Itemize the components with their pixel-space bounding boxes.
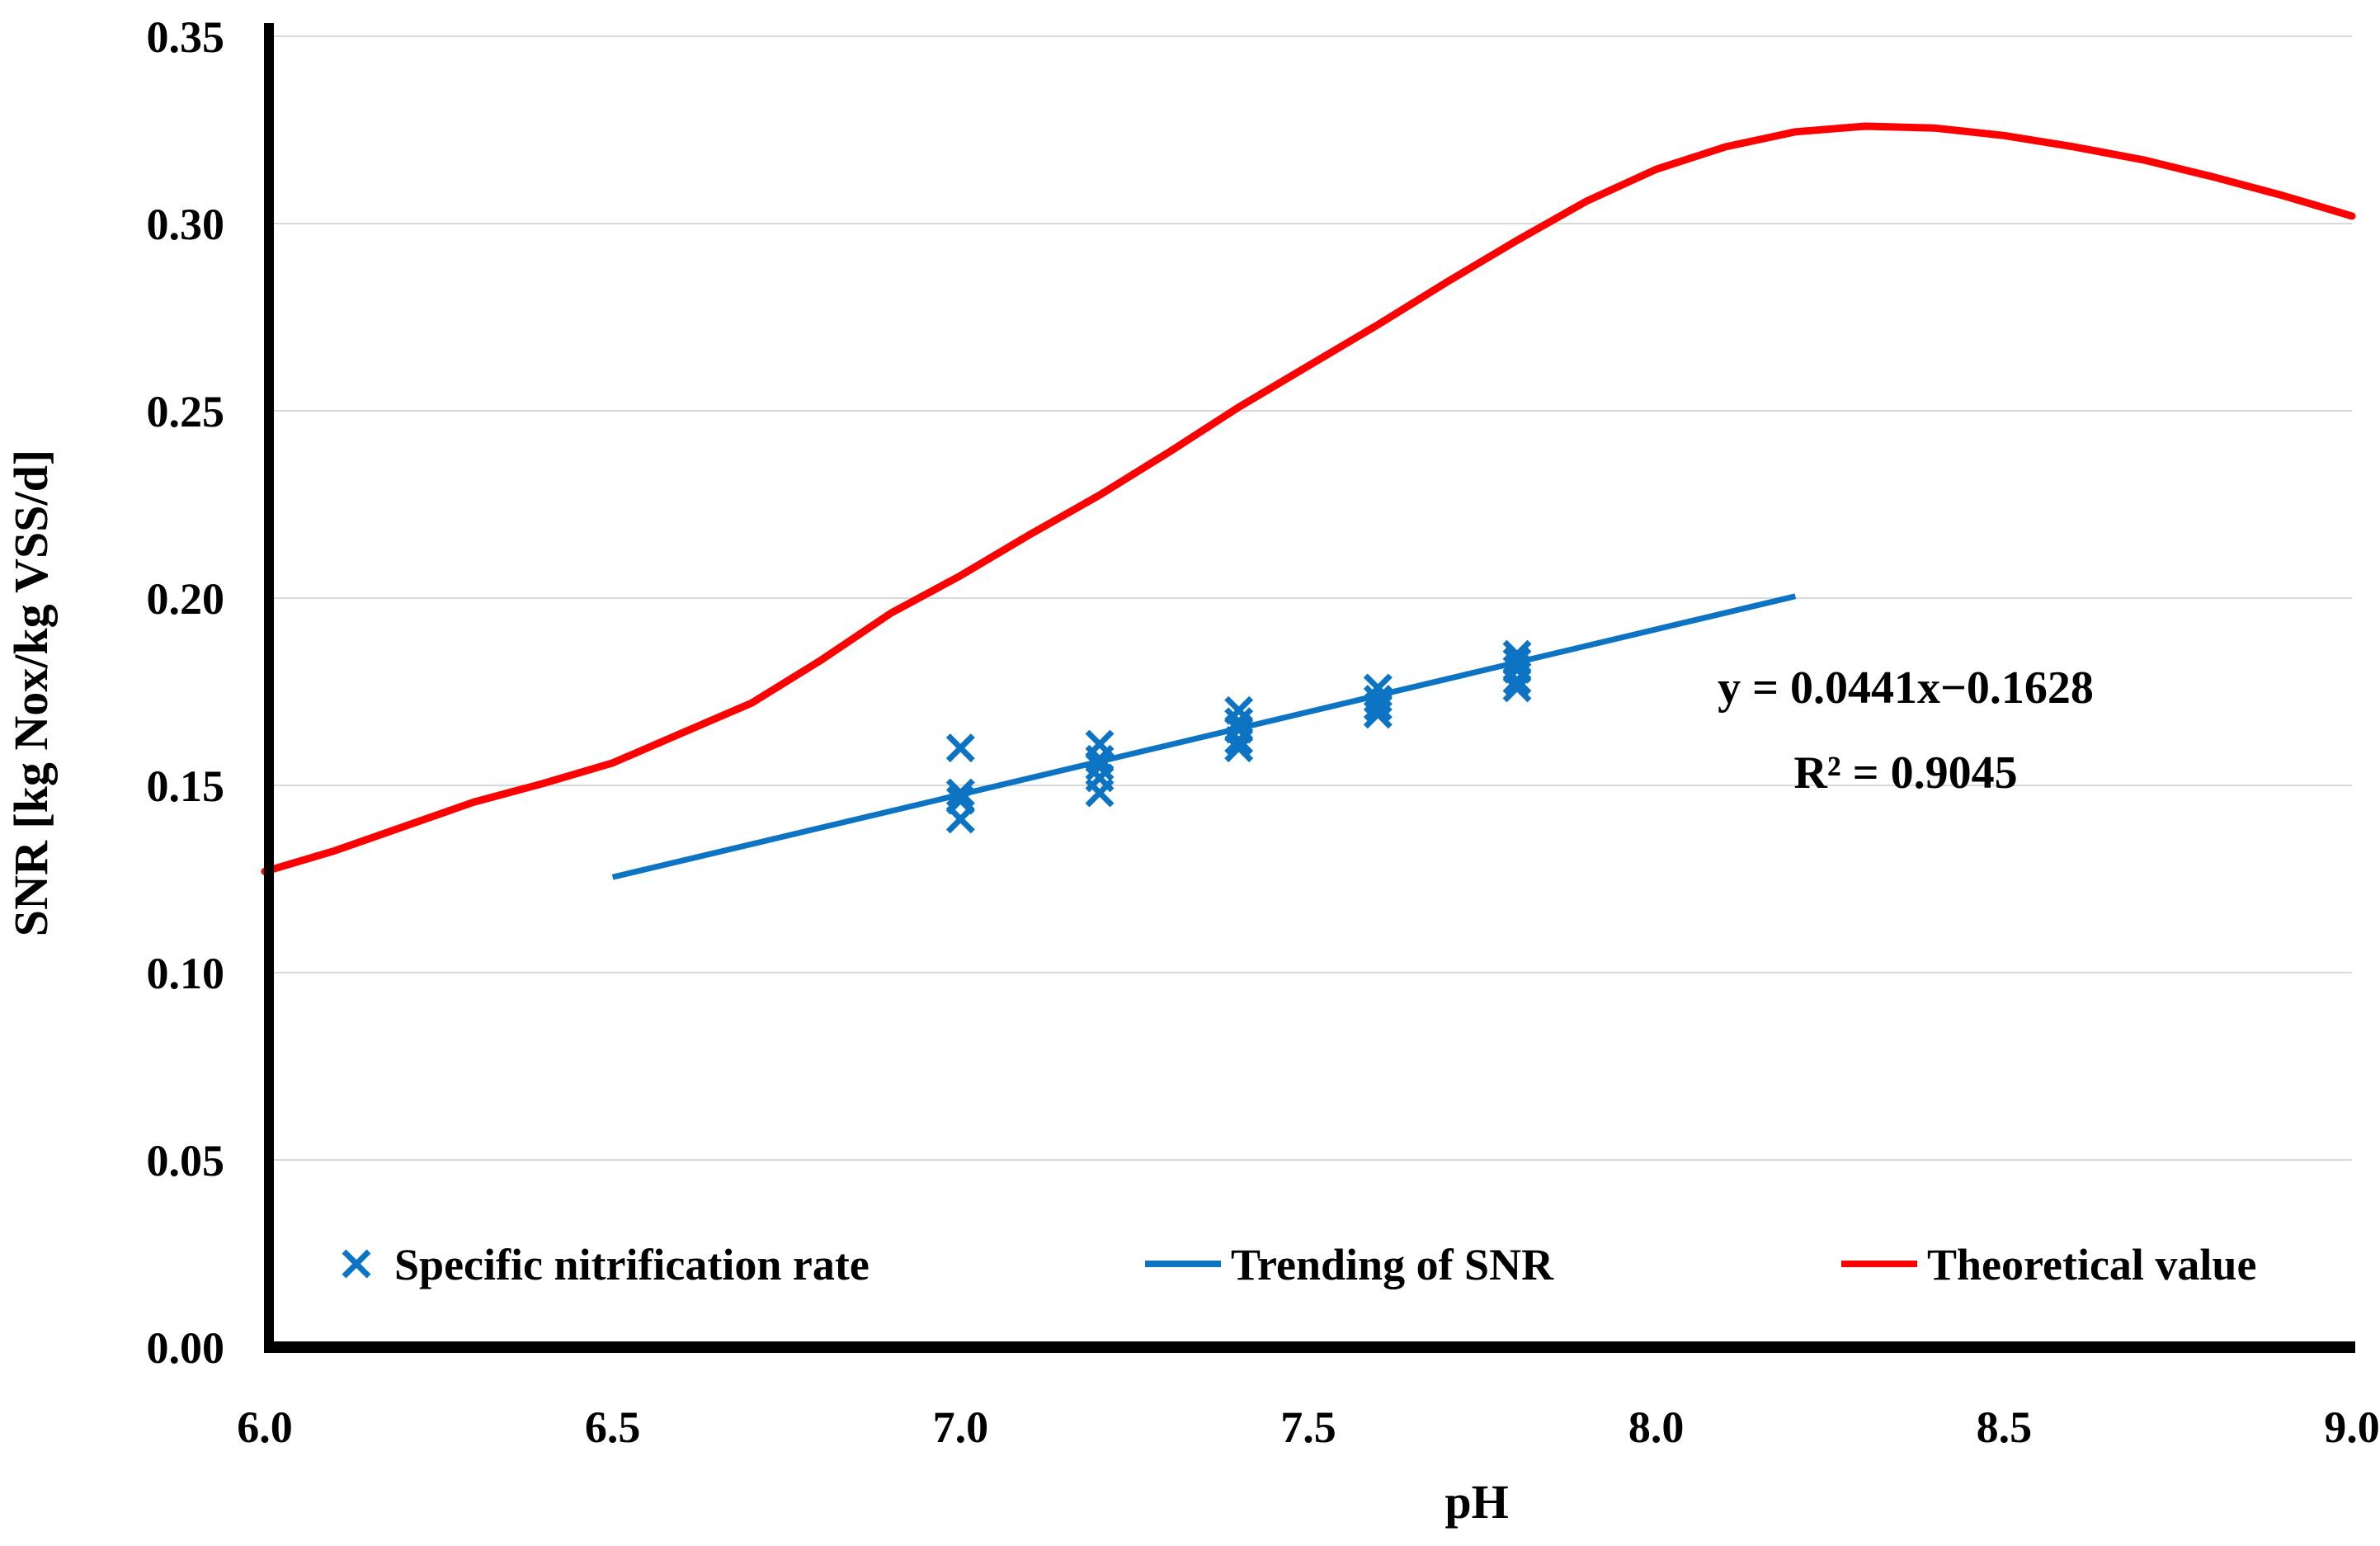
scatter-point	[1224, 726, 1254, 755]
scatter-point	[1085, 752, 1115, 781]
legend-label-scatter: Specific nitrification rate	[394, 1240, 870, 1289]
x-axis-spine	[264, 1341, 2355, 1353]
y-tick-label: 0.00	[147, 1323, 225, 1373]
scatter-point	[1502, 673, 1532, 703]
legend: Specific nitrification rate Trending of …	[342, 1240, 2256, 1289]
scatter-point	[1085, 778, 1115, 808]
x-tick-label: 6.5	[585, 1402, 641, 1452]
x-tick-label: 9.0	[2324, 1402, 2380, 1452]
legend-label-trend: Trending of SNR	[1231, 1240, 1554, 1289]
x-tick-label: 7.5	[1280, 1402, 1336, 1452]
gridlines	[274, 35, 2352, 1161]
theoretical-curve	[261, 122, 2356, 875]
y-tick-label: 0.15	[147, 761, 225, 811]
scatter-point	[1502, 666, 1532, 695]
scatter-x-glyph	[342, 1249, 371, 1279]
x-tick-label: 8.0	[1628, 1402, 1685, 1452]
scatter-point	[1224, 733, 1254, 763]
x-tick-label: 7.0	[933, 1402, 989, 1452]
scatter-point	[945, 804, 975, 834]
scatter-point	[1363, 692, 1393, 722]
y-axis-spine	[264, 23, 274, 1353]
scatter-point	[945, 733, 975, 763]
y-tick-label: 0.20	[147, 574, 225, 624]
trend-line	[611, 593, 1797, 880]
data-series	[261, 122, 2356, 880]
legend-label-theoretical: Theoretical value	[1927, 1240, 2256, 1289]
axis-spines	[264, 23, 2355, 1353]
trend-r-squared-label: R² = 0.9045	[1793, 747, 2017, 799]
y-tick-label: 0.05	[147, 1136, 225, 1185]
scatter-point	[945, 778, 975, 808]
y-tick-label: 0.25	[147, 387, 225, 436]
x-tick-label: 6.0	[237, 1402, 293, 1452]
scatter-x-icon	[342, 1249, 371, 1279]
tick-labels: 0.00 0.05 0.10 0.15 0.20 0.25 0.30 0.35 6.0 6.5 7.…	[147, 12, 2380, 1452]
x-tick-label: 8.5	[1977, 1402, 2033, 1452]
x-axis-title: pH	[1444, 1475, 1508, 1529]
scatter-point	[1363, 700, 1393, 729]
y-tick-label: 0.10	[147, 949, 225, 998]
y-tick-label: 0.35	[147, 12, 225, 62]
y-axis-title: SNR [kg Nox/kg VSS/d]	[4, 450, 58, 936]
trend-equation-label: y = 0.0441x−0.1628	[1718, 662, 2094, 714]
y-tick-label: 0.30	[147, 200, 225, 249]
